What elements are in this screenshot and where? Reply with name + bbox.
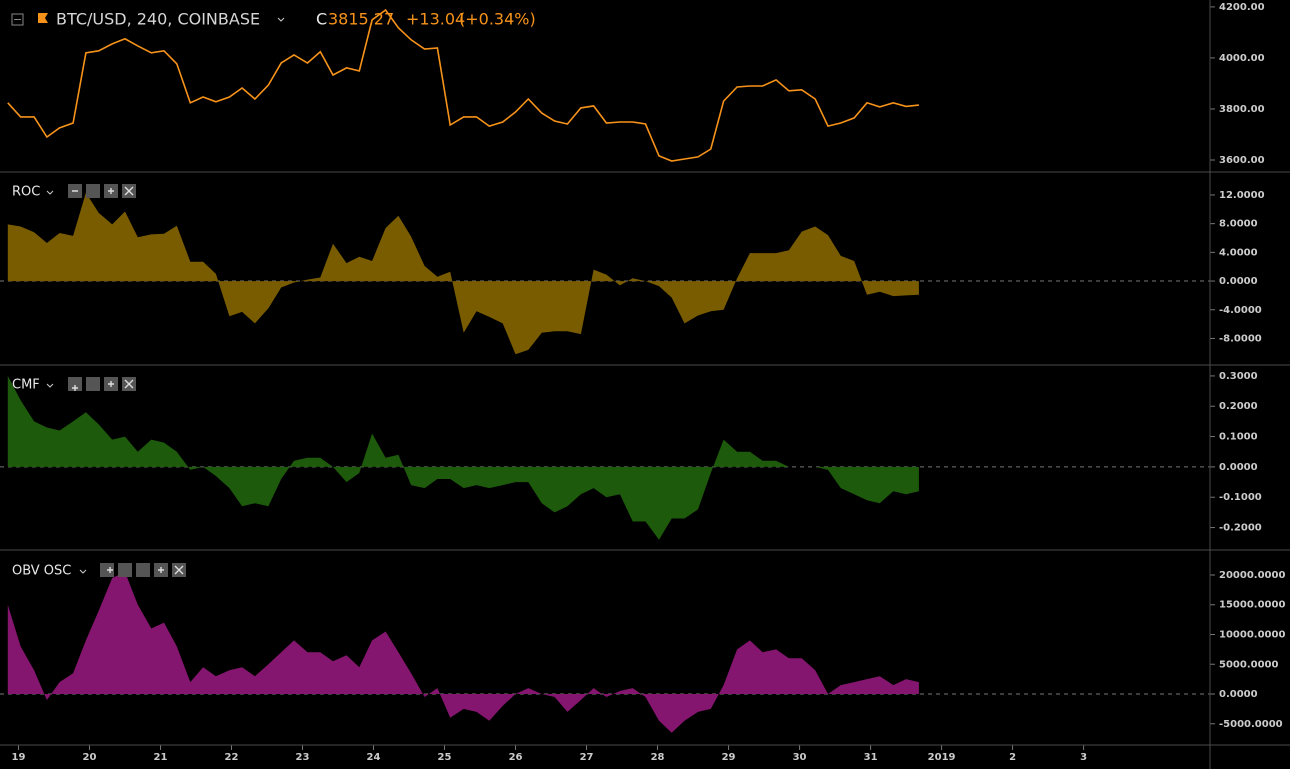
y-tick-label: 15000.0000 bbox=[1219, 600, 1285, 611]
symbol-flag[interactable] bbox=[38, 13, 48, 23]
y-tick-label: 5000.0000 bbox=[1219, 659, 1279, 670]
x-tick-label: 19 bbox=[12, 752, 26, 763]
pane-title: OBV OSC bbox=[12, 564, 71, 579]
y-tick-label: 4000.00 bbox=[1219, 53, 1265, 64]
settings-icon[interactable] bbox=[86, 184, 100, 198]
indicator-area bbox=[7, 375, 919, 540]
y-tick-label: -8.0000 bbox=[1219, 333, 1262, 344]
y-tick-label: 4200.00 bbox=[1219, 2, 1265, 13]
y-tick-label: -5000.0000 bbox=[1219, 719, 1283, 730]
y-tick-label: -0.1000 bbox=[1219, 492, 1262, 503]
x-tick-label: 28 bbox=[651, 752, 665, 763]
x-tick-label: 29 bbox=[722, 752, 736, 763]
y-tick-label: 0.2000 bbox=[1219, 401, 1258, 412]
y-tick-label: 20000.0000 bbox=[1219, 570, 1285, 581]
y-tick-label: 12.0000 bbox=[1219, 190, 1265, 201]
y-tick-label: 0.0000 bbox=[1219, 276, 1258, 287]
pane-title: CMF bbox=[12, 378, 40, 393]
x-tick-label: 2019 bbox=[928, 752, 956, 763]
y-tick-label: 4.0000 bbox=[1219, 247, 1258, 258]
x-tick-label: 21 bbox=[154, 752, 168, 763]
close-label: C bbox=[316, 10, 327, 29]
x-tick-label: 22 bbox=[225, 752, 239, 763]
x-tick-label: 3 bbox=[1080, 752, 1087, 763]
symbol-title[interactable]: BTC/USD, 240, COINBASE bbox=[56, 10, 260, 29]
y-tick-label: 8.0000 bbox=[1219, 219, 1258, 230]
pane-title: ROC bbox=[12, 185, 40, 200]
settings-icon[interactable] bbox=[118, 563, 132, 577]
x-tick-label: 20 bbox=[83, 752, 97, 763]
settings-icon[interactable] bbox=[86, 377, 100, 391]
y-tick-label: 0.0000 bbox=[1219, 462, 1258, 473]
icon-glyphs bbox=[72, 186, 184, 575]
y-tick-label: 3600.00 bbox=[1219, 155, 1265, 166]
close-value: 3815.27 bbox=[328, 10, 394, 29]
indicator-area bbox=[7, 572, 919, 733]
y-tick-label: -4.0000 bbox=[1219, 305, 1262, 316]
y-tick-label: 0.3000 bbox=[1219, 371, 1258, 382]
x-tick-label: 27 bbox=[580, 752, 594, 763]
price-line bbox=[7, 8, 919, 162]
change-value: +13.04 bbox=[406, 10, 465, 29]
change-percent: (+0.34%) bbox=[459, 10, 536, 29]
y-tick-label: -0.2000 bbox=[1219, 523, 1262, 534]
x-tick-label: 30 bbox=[793, 752, 807, 763]
y-tick-label: 10000.0000 bbox=[1219, 629, 1285, 640]
y-tick-label: 0.1000 bbox=[1219, 432, 1258, 443]
cmf-icons bbox=[68, 377, 136, 391]
x-tick-label: 23 bbox=[296, 752, 310, 763]
indicator-area bbox=[7, 192, 919, 355]
x-tick-label: 24 bbox=[367, 752, 381, 763]
x-tick-label: 26 bbox=[509, 752, 523, 763]
x-tick-label: 31 bbox=[864, 752, 878, 763]
y-tick-label: 3800.00 bbox=[1219, 104, 1265, 115]
pane-chevrons bbox=[46, 190, 87, 574]
x-tick-label: 2 bbox=[1009, 752, 1016, 763]
y-tick-label: 0.0000 bbox=[1219, 689, 1258, 700]
source-icon[interactable] bbox=[136, 563, 150, 577]
eye-icon[interactable] bbox=[68, 377, 82, 391]
x-tick-label: 25 bbox=[438, 752, 452, 763]
roc-icons bbox=[68, 184, 136, 198]
collapse-icon[interactable] bbox=[11, 13, 24, 26]
dropdown-chevron[interactable] bbox=[277, 17, 285, 22]
